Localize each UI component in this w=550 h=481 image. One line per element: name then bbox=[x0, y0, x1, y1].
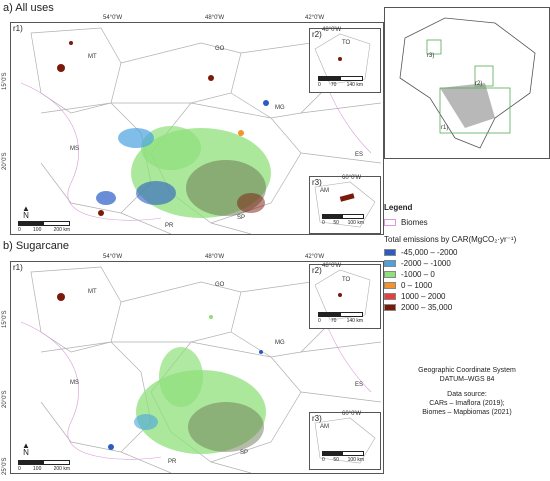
scale-bar-a-r1: 0 100 200 km bbox=[18, 221, 70, 233]
source-line-1: CARs – Imaflora (2019); bbox=[429, 400, 505, 407]
overview-label-r3: r3) bbox=[427, 53, 435, 59]
label-a-r2: r2) bbox=[312, 30, 322, 39]
crs-line-2: DATUM–WGS 84 bbox=[439, 376, 495, 383]
region-b-to: TO bbox=[342, 277, 351, 283]
legend-class-swatch bbox=[384, 293, 396, 300]
panel-title-sugarcane: b) Sugarcane bbox=[3, 240, 70, 252]
legend-class-row: 2000 – 35,000 bbox=[384, 303, 550, 312]
legend-class-swatch bbox=[384, 260, 396, 267]
region-a-es: ES bbox=[355, 152, 364, 158]
region-b-am: AM bbox=[320, 424, 329, 430]
region-b-sp: SP bbox=[240, 450, 249, 456]
map-b-r1-svg bbox=[20, 266, 382, 473]
legend-class-row: -1000 – 0 bbox=[384, 270, 550, 279]
legend-emissions-title: Total emissions by CAR(MgCO₂·yr⁻¹) bbox=[384, 235, 517, 244]
region-a-mt: MT bbox=[88, 54, 97, 60]
region-b-ms: MS bbox=[70, 380, 79, 386]
legend-class-label: 2000 – 35,000 bbox=[401, 303, 453, 312]
scale-bar-b-r1: 0 100 200 km bbox=[18, 460, 70, 472]
overview-label-r1: r1) bbox=[441, 125, 449, 131]
coord-a-r2-48w: 48°0'W bbox=[322, 27, 342, 33]
label-b-r2: r2) bbox=[312, 266, 322, 275]
coord-b-left-15s: 15°0'S bbox=[2, 310, 8, 328]
legend: Legend Biomes Total emissions by CAR(MgC… bbox=[384, 203, 550, 314]
scale-bar-a-r2: 0 70 140 km bbox=[318, 76, 363, 88]
coord-b-top-42w: 42°0'W bbox=[305, 254, 325, 260]
source-line-2: Biomes – Mapbiomas (2021) bbox=[422, 409, 512, 416]
inset-b-r2 bbox=[309, 264, 381, 329]
region-a-pr: PR bbox=[165, 223, 174, 229]
region-b-es: ES bbox=[355, 382, 364, 388]
region-a-to: TO bbox=[342, 40, 351, 46]
coord-a-top-54w: 54°0'W bbox=[103, 15, 123, 21]
region-b-pr: PR bbox=[168, 459, 177, 465]
coord-b-top-54w: 54°0'W bbox=[103, 254, 123, 260]
label-b-r1: r1) bbox=[13, 263, 23, 272]
legend-title: Legend bbox=[384, 203, 413, 212]
legend-class-row: 0 – 1000 bbox=[384, 281, 550, 290]
coord-b-left-25s: 25°0'S bbox=[2, 457, 8, 475]
region-a-go: GO bbox=[215, 46, 225, 52]
panel-title-all-uses: a) All uses bbox=[3, 2, 54, 14]
legend-class-swatch bbox=[384, 249, 396, 256]
coord-b-r2-48w: 48°0'W bbox=[322, 263, 342, 269]
coord-b-top-48w: 48°0'W bbox=[205, 254, 225, 260]
region-a-am: AM bbox=[320, 188, 329, 194]
region-b-mg: MG bbox=[275, 340, 285, 346]
legend-class-row: -2000 – -1000 bbox=[384, 259, 550, 268]
crs-line-1: Geographic Coordinate System bbox=[418, 367, 516, 374]
legend-class-label: -1000 – 0 bbox=[401, 270, 435, 279]
legend-class-label: -2000 – -1000 bbox=[401, 259, 451, 268]
source-title: Data source: bbox=[447, 391, 487, 398]
coord-b-left-20s: 20°0'S bbox=[2, 390, 8, 408]
label-b-r3: r3) bbox=[312, 414, 322, 423]
coord-b-r3-60w: 60°0'W bbox=[342, 411, 362, 417]
region-b-go: GO bbox=[215, 282, 225, 288]
map-a-r1-svg bbox=[20, 27, 382, 234]
north-arrow-a: ▲ N bbox=[22, 204, 30, 220]
overview-map: r3) r2) r1) bbox=[384, 7, 550, 159]
legend-classes: -45,000 – -2000 -2000 – -1000 -1000 – 0 0 –… bbox=[384, 248, 550, 312]
legend-biomes: Biomes bbox=[384, 218, 550, 227]
label-a-r3: r3) bbox=[312, 178, 322, 187]
biomes-swatch bbox=[384, 219, 396, 226]
inset-a-r3 bbox=[309, 176, 381, 234]
legend-class-label: 0 – 1000 bbox=[401, 281, 433, 290]
map-info: Geographic Coordinate System DATUM–WGS 8… bbox=[384, 366, 550, 417]
legend-class-swatch bbox=[384, 304, 396, 311]
scale-bar-a-r3: 0 50 100 km bbox=[322, 214, 364, 226]
region-b-mt: MT bbox=[88, 289, 97, 295]
region-a-mg: MG bbox=[275, 105, 285, 111]
legend-class-row: 1000 – 2000 bbox=[384, 292, 550, 301]
legend-class-label: -45,000 – -2000 bbox=[401, 248, 458, 257]
scale-bar-b-r2: 0 70 140 km bbox=[318, 312, 363, 324]
label-a-r1: r1) bbox=[13, 24, 23, 33]
region-a-sp: SP bbox=[237, 215, 246, 221]
inset-a-r2 bbox=[309, 28, 381, 93]
inset-b-r3 bbox=[309, 412, 381, 470]
coord-a-top-42w: 42°0'W bbox=[305, 15, 325, 21]
coord-a-top-48w: 48°0'W bbox=[205, 15, 225, 21]
coord-a-r3-60w: 60°0'W bbox=[342, 175, 362, 181]
coord-a-left-15s: 15°0'S bbox=[2, 72, 8, 90]
legend-class-swatch bbox=[384, 271, 396, 278]
overview-label-r2: r2) bbox=[475, 81, 483, 87]
region-a-ms: MS bbox=[70, 146, 79, 152]
north-arrow-b: ▲ N bbox=[22, 441, 30, 457]
scale-bar-b-r3: 0 50 100 km bbox=[322, 451, 364, 463]
coord-a-left-20s: 20°0'S bbox=[2, 152, 8, 170]
legend-class-row: -45,000 – -2000 bbox=[384, 248, 550, 257]
legend-class-label: 1000 – 2000 bbox=[401, 292, 446, 301]
legend-class-swatch bbox=[384, 282, 396, 289]
